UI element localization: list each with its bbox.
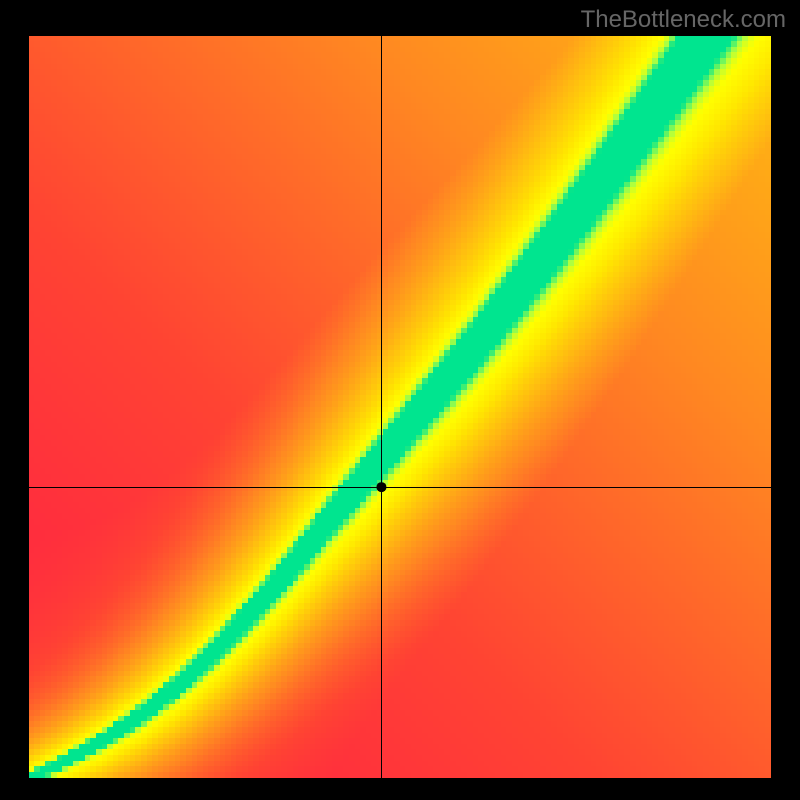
chart-container: TheBottleneck.com [0, 0, 800, 800]
watermark-text: TheBottleneck.com [581, 6, 786, 34]
bottleneck-heatmap [29, 36, 771, 778]
